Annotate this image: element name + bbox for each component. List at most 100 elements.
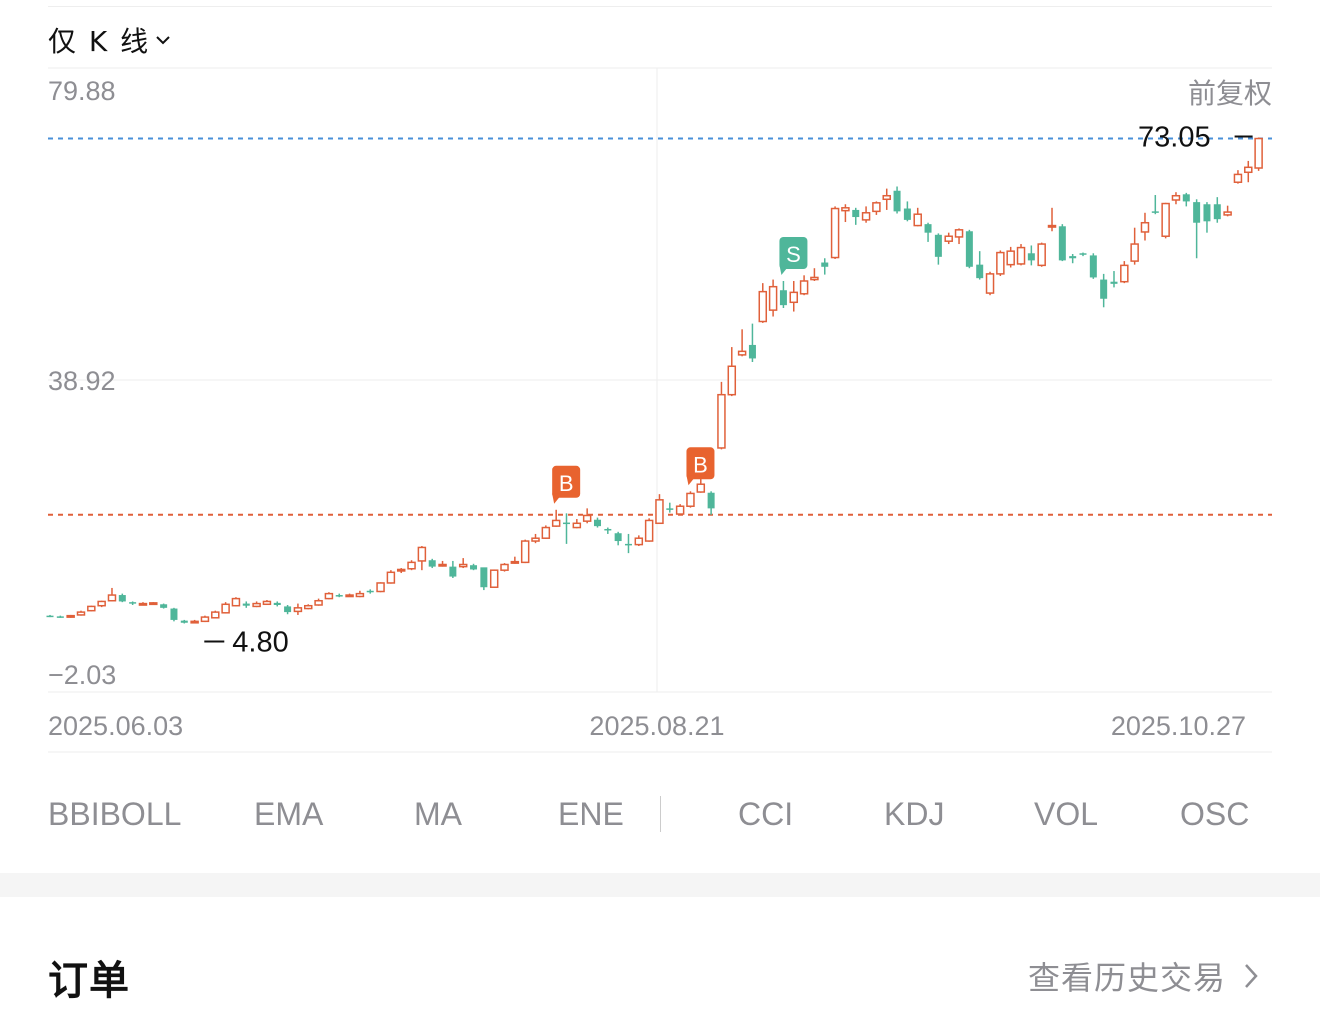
candle-up <box>1244 166 1253 174</box>
candle-up <box>149 602 158 606</box>
candle-up <box>1037 243 1046 267</box>
candle-down <box>1089 255 1097 278</box>
candle-up <box>1223 211 1232 216</box>
candle-down <box>852 209 860 218</box>
indicator-tab-cci[interactable]: CCI <box>738 796 794 832</box>
candle-up <box>675 505 685 515</box>
candle-down <box>335 595 343 597</box>
candle-up <box>1120 264 1129 283</box>
candle-down <box>707 492 715 509</box>
candle-down <box>893 190 901 212</box>
candle-down <box>1079 253 1087 255</box>
indicator-tab-ema[interactable]: EMA <box>254 796 324 832</box>
candle-down <box>1182 194 1190 202</box>
candle-down <box>449 566 457 577</box>
candle-up <box>634 537 644 546</box>
y-axis-label-mid: 38.92 <box>48 366 116 396</box>
candle-up <box>572 522 582 529</box>
candle-up <box>758 290 768 323</box>
candle-up <box>107 594 117 602</box>
candle-up <box>458 563 468 568</box>
candle-down <box>903 208 911 220</box>
indicator-tab-ma[interactable]: MA <box>414 796 462 832</box>
candle-down <box>1193 202 1201 223</box>
candle-down <box>666 508 674 510</box>
indicator-tab-ene[interactable]: ENE <box>558 796 624 832</box>
candle-up <box>789 291 799 304</box>
candle-down <box>1110 281 1118 284</box>
signal-badge-box <box>779 236 808 269</box>
candle-up <box>252 602 261 608</box>
candle-down <box>748 344 756 359</box>
signal-badge-tail <box>552 493 563 504</box>
candle-down <box>470 565 478 570</box>
candle-down <box>1203 204 1211 222</box>
signals-group: B B S <box>552 236 808 504</box>
candle-down <box>779 290 787 306</box>
candle-up <box>489 569 499 588</box>
candle-up <box>531 537 540 542</box>
price-adjust-label: 前复权 <box>1188 77 1272 110</box>
candle-up <box>696 483 706 493</box>
indicator-tabs: BBIBOLL EMA MA ENE CCI KDJ VOL OSC <box>48 790 1272 840</box>
candle-down <box>284 606 292 613</box>
orders-title: 订单 <box>48 958 130 1004</box>
candle-up <box>304 604 313 610</box>
candle-up <box>996 251 1005 275</box>
candle-up <box>324 592 334 600</box>
indicator-tab-osc[interactable]: OSC <box>1180 796 1250 832</box>
candle-down <box>563 522 570 525</box>
candle-down <box>170 608 178 620</box>
candle-down <box>428 560 436 567</box>
candles-group <box>46 137 1263 624</box>
candle-down <box>242 603 250 606</box>
candle-down <box>180 620 188 623</box>
candle-up <box>1130 243 1139 262</box>
kline-only-toggle[interactable]: 仅 K 线 <box>48 20 172 60</box>
candle-up <box>407 561 416 570</box>
candle-down <box>1069 256 1077 259</box>
candle-up <box>355 592 365 598</box>
kline-chart[interactable]: 79.88 38.92 −2.03 前复权 B B S 73.05 4.80 202… <box>0 60 1320 760</box>
candle-down <box>821 262 829 267</box>
candle-up <box>221 603 230 614</box>
candle-up <box>500 563 509 571</box>
candle-up <box>810 276 819 281</box>
candle-up <box>1047 224 1057 228</box>
indicator-tab-vol[interactable]: VOL <box>1034 796 1099 832</box>
candle-up <box>913 213 922 227</box>
kline-only-label: 仅 K 线 <box>48 25 151 58</box>
candle-down <box>46 615 54 618</box>
candle-up <box>396 568 406 572</box>
candle-up <box>293 607 303 613</box>
candle-down <box>366 590 374 593</box>
indicator-tab-kdj[interactable]: KDJ <box>884 796 945 832</box>
view-history-link[interactable]: 查看历史交易 <box>1028 954 1262 998</box>
candle-up <box>655 499 664 525</box>
view-history-label: 查看历史交易 <box>1027 959 1226 997</box>
candle-up <box>944 235 953 242</box>
y-axis-label-bottom: −2.03 <box>48 660 116 690</box>
x-axis-label-mid: 2025.08.21 <box>589 711 724 741</box>
candle-up <box>376 582 385 593</box>
candle-down <box>56 616 64 618</box>
candle-down <box>614 533 622 542</box>
indicator-tab-bbiboll[interactable]: BBIBOLL <box>48 796 182 832</box>
low-marker-label: 4.80 <box>232 626 288 658</box>
signal-badge-tail <box>779 264 790 275</box>
candle-up <box>985 273 995 294</box>
indicator-divider <box>660 796 661 832</box>
candle-up <box>76 611 86 616</box>
candle-up <box>644 519 654 542</box>
candle-up <box>1016 246 1026 265</box>
candle-up <box>737 350 747 356</box>
candle-up <box>1161 202 1170 237</box>
candle-down <box>129 602 137 604</box>
candle-down <box>934 234 942 257</box>
signal-badge-label: S <box>786 242 801 267</box>
signal-badge-box <box>552 465 581 498</box>
candle-down <box>924 224 932 233</box>
x-axis-label-start: 2025.06.03 <box>48 711 183 741</box>
candle-up <box>541 526 551 539</box>
candle-up <box>190 620 199 624</box>
